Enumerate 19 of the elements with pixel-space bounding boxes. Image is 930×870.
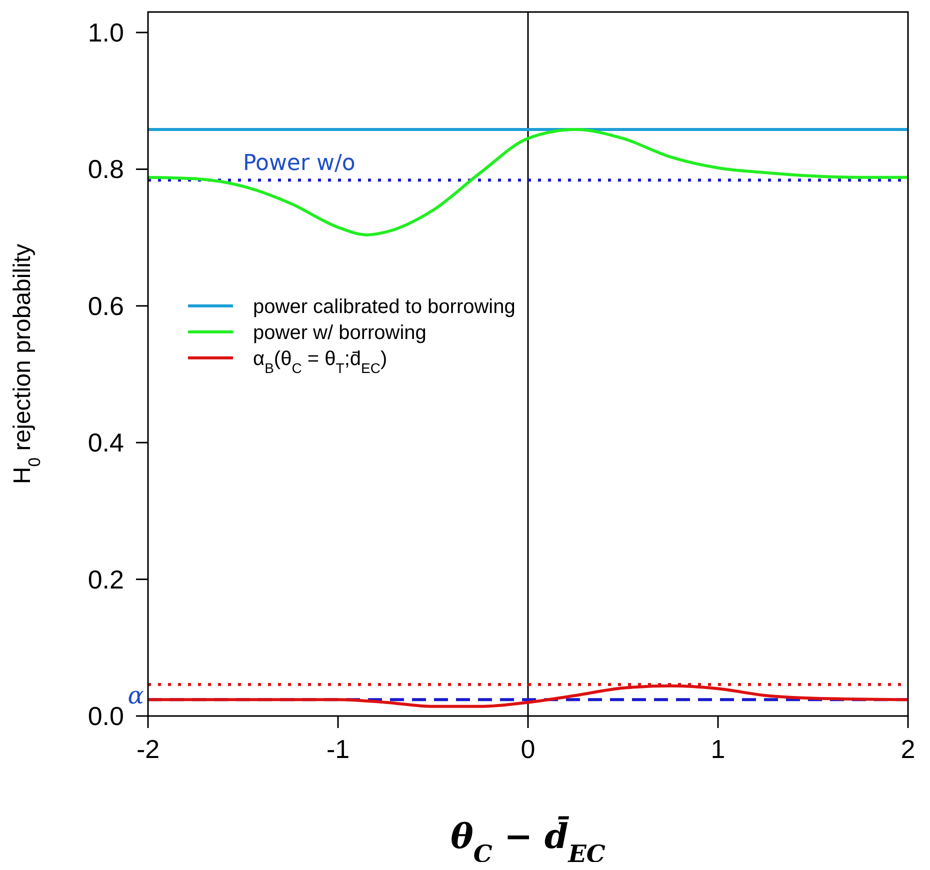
y-tick-label: 0.6 xyxy=(88,290,124,321)
legend-label: power calibrated to borrowing xyxy=(253,296,516,318)
text: α$_{B}$(θ$_{C}$ = θ$_{T}$;d̄$_{EC}$) xyxy=(253,348,388,376)
ref-line-label: α xyxy=(128,682,144,710)
y-tick-label: 1.0 xyxy=(88,18,124,48)
legend-label: power w/ borrowing xyxy=(253,322,426,344)
x-tick-label: 1 xyxy=(710,734,726,764)
y-tick-label: 0.8 xyxy=(88,154,124,184)
x-tick-label: -2 xyxy=(136,734,160,764)
x-tick-label: 2 xyxy=(900,734,916,764)
ref-line-label: Power w/o xyxy=(243,151,356,176)
x-tick-label: -1 xyxy=(326,734,350,764)
x-axis-title: θ$_{C}$ − d̄$_{EC}$ xyxy=(450,816,606,868)
line-series xyxy=(146,684,910,708)
line-series xyxy=(146,128,910,236)
y-tick-label: 0.0 xyxy=(88,701,124,731)
x-tick-label: 0 xyxy=(520,734,536,764)
y-tick-label: 0.2 xyxy=(88,564,124,594)
y-tick-label: 0.4 xyxy=(88,428,124,458)
